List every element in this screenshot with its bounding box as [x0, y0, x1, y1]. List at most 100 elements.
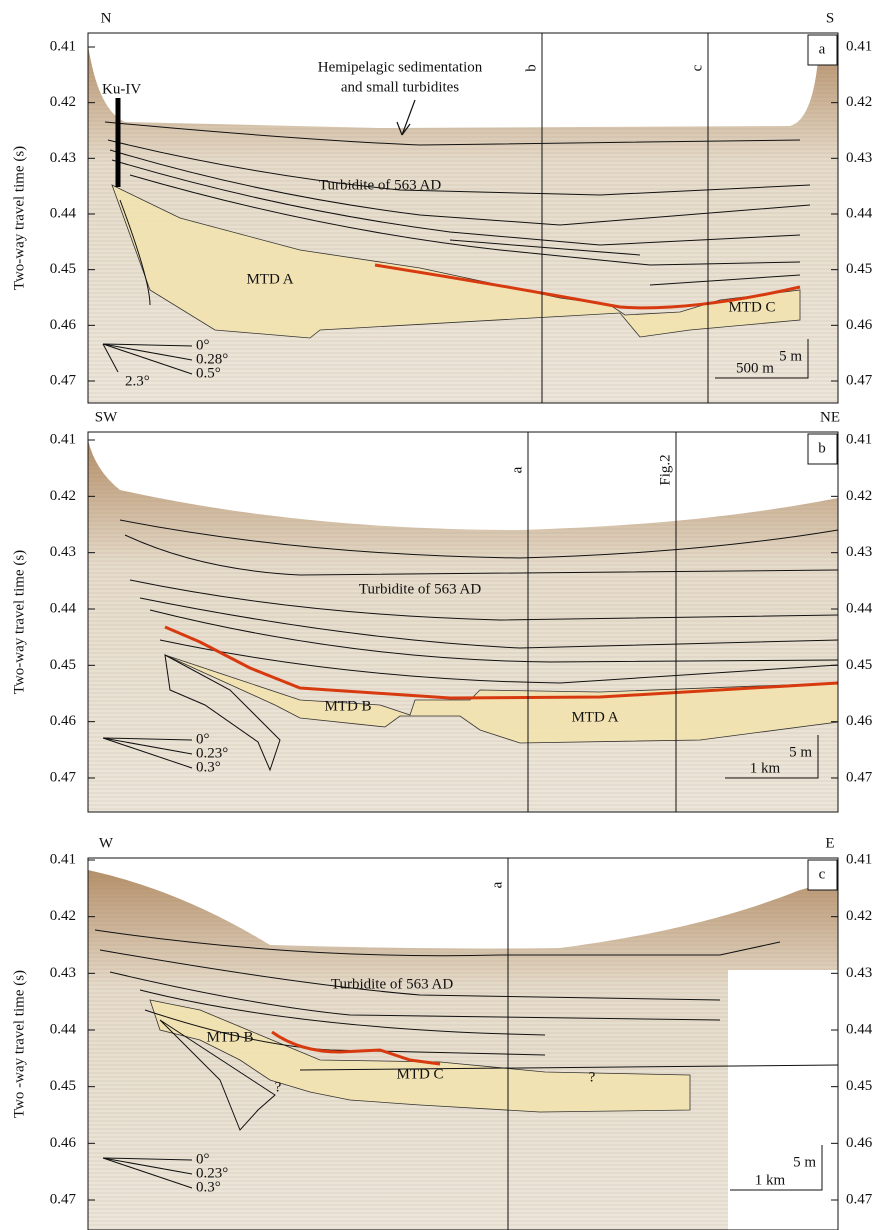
annotation-arrow	[396, 99, 416, 136]
y-tick-label: 0.42	[50, 488, 76, 504]
y-tick-label-right: 0.42	[846, 488, 872, 504]
y-tick-label-right: 0.46	[846, 317, 873, 333]
mtd-body	[149, 999, 691, 1113]
horizon	[104, 121, 801, 146]
y-tick-label: 0.45	[50, 657, 76, 673]
dip-angle: 0.3°	[196, 1179, 221, 1195]
dip-angle: 0°	[196, 1151, 210, 1167]
y-tick-label-right: 0.45	[846, 261, 872, 277]
dip-line	[102, 343, 193, 361]
direction-label: W	[99, 835, 114, 851]
direction-label: SW	[95, 409, 118, 425]
scale-bar	[725, 735, 819, 779]
annotation: ?	[275, 1079, 282, 1095]
y-tick-label: 0.44	[50, 600, 77, 616]
y-tick-label: 0.43	[50, 544, 76, 560]
unit-label: MTD B	[206, 1029, 253, 1045]
y-tick-label-right: 0.41	[846, 851, 872, 867]
y-tick-label-right: 0.45	[846, 1078, 872, 1094]
dip-line	[102, 737, 193, 741]
profile-label: Fig.2	[657, 454, 673, 485]
y-tick-label: 0.45	[50, 261, 76, 277]
scale-horizontal: 1 km	[750, 760, 781, 776]
blank-area	[728, 970, 838, 1230]
y-tick-label: 0.46	[50, 317, 77, 333]
profile-label: c	[689, 64, 705, 71]
y-axis-label: Two-way travel time (s)	[11, 146, 27, 290]
y-tick-label-right: 0.44	[846, 1021, 873, 1037]
panel-id: a	[819, 41, 826, 57]
horizon	[139, 597, 839, 649]
horizon	[109, 971, 721, 1021]
y-tick-label-right: 0.42	[846, 94, 872, 110]
y-tick-label: 0.46	[50, 713, 77, 729]
direction-label: N	[101, 10, 112, 26]
horizon	[111, 159, 801, 246]
annotation: and small turbidites	[341, 79, 459, 95]
horizon	[94, 929, 781, 957]
y-tick-label: 0.41	[50, 851, 76, 867]
unit-label: MTD C	[396, 1066, 443, 1082]
horizon	[109, 149, 811, 226]
y-tick-label: 0.47	[50, 372, 77, 388]
y-tick-label: 0.44	[50, 1021, 77, 1037]
annotation: Turbidite of 563 AD	[359, 581, 482, 597]
dip-line	[102, 1157, 193, 1161]
horizon	[159, 1019, 276, 1131]
dip-angle: 0.28°	[196, 351, 228, 367]
y-tick-label: 0.47	[50, 1191, 77, 1207]
y-axis-label: Two -way travel time (s)	[11, 970, 27, 1118]
water-column	[88, 432, 838, 530]
water-column	[88, 33, 838, 128]
scale-bar	[730, 1145, 823, 1191]
y-tick-label: 0.46	[50, 1135, 77, 1151]
y-tick-label: 0.44	[50, 205, 77, 221]
unit-label: MTD A	[246, 271, 293, 287]
borehole-label: Ku-IV	[102, 81, 141, 97]
y-tick-label: 0.41	[50, 38, 76, 54]
dip-line	[102, 343, 119, 373]
unit-label: MTD C	[728, 299, 775, 315]
horizon	[119, 199, 151, 306]
y-tick-label: 0.45	[50, 1078, 76, 1094]
y-tick-label-right: 0.46	[846, 713, 873, 729]
dip-line	[102, 343, 193, 375]
dip-angle: 2.3°	[125, 373, 150, 389]
panel-id-box	[807, 34, 838, 66]
dip-angle: 0.3°	[196, 759, 221, 775]
scale-vertical: 5 m	[793, 1154, 816, 1170]
panel-id: b	[818, 440, 826, 456]
annotation: Hemipelagic sedimentation	[318, 59, 483, 75]
horizon	[124, 534, 839, 576]
dip-line	[102, 343, 193, 347]
dip-angle: 0°	[196, 731, 210, 747]
water-column	[88, 858, 838, 949]
y-tick-label-right: 0.43	[846, 544, 872, 560]
y-tick-label-right: 0.44	[846, 205, 873, 221]
dip-angle: 0.23°	[196, 745, 228, 761]
y-axis-label: Two-way travel time (s)	[11, 550, 27, 694]
scale-horizontal: 1 km	[755, 1172, 786, 1188]
horizon	[449, 239, 641, 256]
direction-label: E	[825, 835, 834, 851]
dip-angle: 0.5°	[196, 365, 221, 381]
y-tick-label-right: 0.43	[846, 965, 872, 981]
y-tick-label-right: 0.41	[846, 38, 872, 54]
y-tick-label-right: 0.47	[846, 769, 873, 785]
dip-angle: 0.23°	[196, 1165, 228, 1181]
panel-frame	[87, 32, 839, 404]
horizon	[99, 949, 721, 1001]
annotation: Turbidite of 563 AD	[319, 177, 442, 193]
dip-line	[102, 1157, 193, 1189]
direction-label: S	[826, 10, 834, 26]
panel-id-box	[807, 859, 838, 891]
horizon	[139, 989, 546, 1036]
profile-label: a	[489, 881, 505, 888]
basal-shear-surface	[164, 625, 839, 700]
unit-label: MTD A	[571, 709, 618, 725]
horizon	[164, 654, 281, 772]
horizon	[649, 274, 801, 286]
scale-vertical: 5 m	[789, 744, 812, 760]
dip-line	[102, 737, 193, 769]
